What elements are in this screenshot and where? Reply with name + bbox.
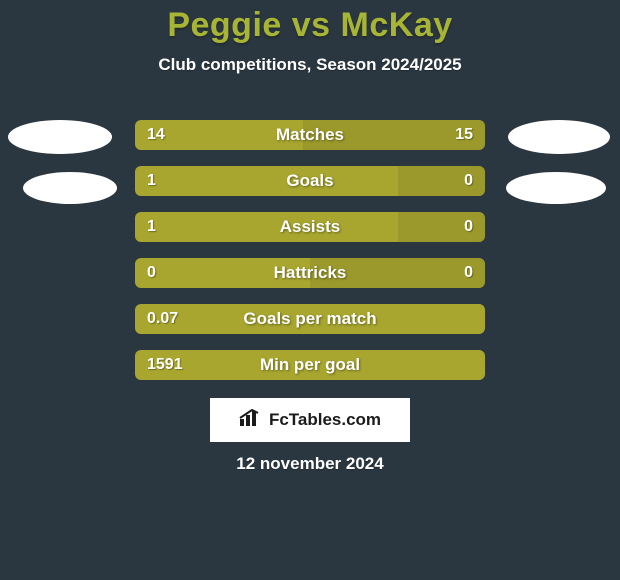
stat-value-right: 0 (452, 258, 485, 288)
comparison-canvas: Peggie vs McKay Club competitions, Seaso… (0, 0, 620, 580)
stat-row: 10Assists (135, 212, 485, 242)
stat-row: 1415Matches (135, 120, 485, 150)
stat-row: 00Hattricks (135, 258, 485, 288)
team1-mark-top (8, 120, 112, 154)
stats-area: 1415Matches10Goals10Assists00Hattricks0.… (135, 120, 485, 396)
stat-bar-left (135, 212, 398, 242)
stat-value-right: 0 (452, 212, 485, 242)
brand-box[interactable]: FcTables.com (210, 398, 410, 442)
team1-mark-bottom (23, 172, 117, 204)
title-vs: vs (292, 6, 331, 44)
chart-icon (239, 409, 263, 432)
stat-value-left: 14 (135, 120, 177, 150)
stat-row: 0.07Goals per match (135, 304, 485, 334)
title-player2: McKay (341, 6, 453, 44)
stat-value-left: 0.07 (135, 304, 190, 334)
team2-mark-top (508, 120, 610, 154)
stat-bar-left (135, 166, 398, 196)
stat-value-left: 1591 (135, 350, 195, 380)
stat-row: 1591Min per goal (135, 350, 485, 380)
team2-mark-bottom (506, 172, 606, 204)
stat-value-right: 15 (443, 120, 485, 150)
page-subtitle: Club competitions, Season 2024/2025 (0, 55, 620, 75)
stat-value-left: 1 (135, 166, 168, 196)
stat-value-left: 1 (135, 212, 168, 242)
brand-text: FcTables.com (269, 410, 381, 430)
stat-value-right: 0 (452, 166, 485, 196)
stat-value-right (461, 350, 485, 380)
stat-row: 10Goals (135, 166, 485, 196)
stat-value-left: 0 (135, 258, 168, 288)
page-title: Peggie vs McKay (0, 0, 620, 45)
date-text: 12 november 2024 (0, 454, 620, 474)
title-player1: Peggie (167, 6, 281, 44)
stat-value-right (461, 304, 485, 334)
